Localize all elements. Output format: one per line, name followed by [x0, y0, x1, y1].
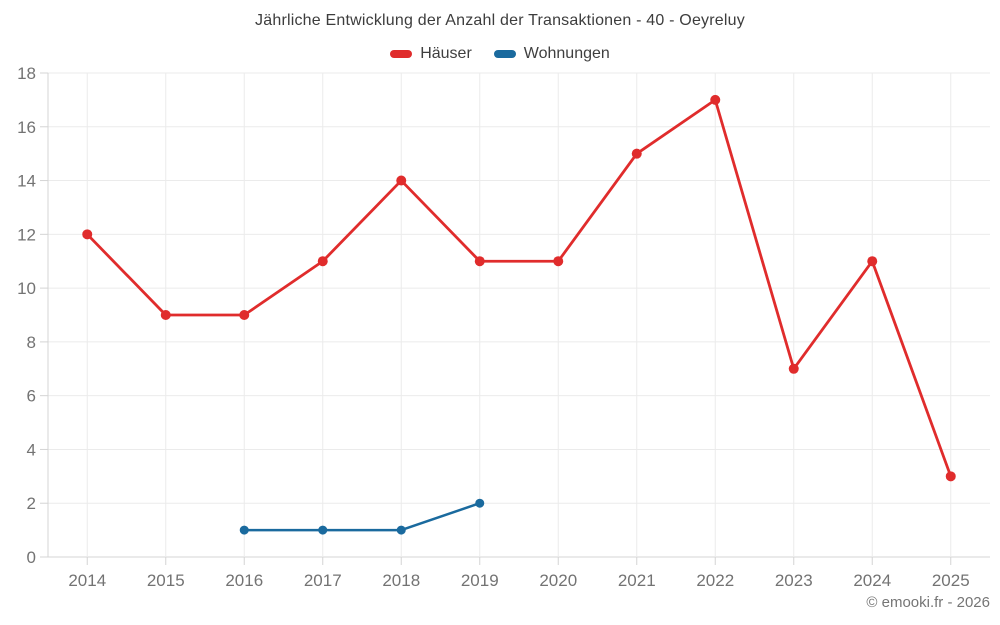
x-axis-labels: 2014 2015 2016 2017 2018 2019 2020 2021 2022 2023…	[68, 571, 969, 590]
legend-item-wohnungen[interactable]: Wohnungen	[493, 45, 610, 63]
series-wohnungen-point	[239, 525, 249, 535]
legend-label-hauser: Häuser	[420, 45, 472, 62]
y-tick-label: 16	[17, 118, 36, 137]
x-tick-label: 2014	[68, 571, 106, 590]
x-tick-label: 2019	[461, 571, 499, 590]
x-tick-label: 2021	[618, 571, 656, 590]
series-h-user	[82, 94, 956, 482]
x-tick-label: 2024	[853, 571, 891, 590]
series-h-user-point	[317, 256, 328, 267]
y-tick-label: 4	[27, 440, 36, 459]
x-tick-label: 2015	[147, 571, 185, 590]
y-tick-label: 2	[27, 494, 36, 513]
y-tick-label: 6	[27, 387, 36, 406]
series-h-user-point	[788, 363, 799, 374]
series-wohnungen-point	[475, 498, 485, 508]
y-tick-label: 10	[17, 279, 36, 298]
x-tick-label: 2020	[539, 571, 577, 590]
legend-label-wohnungen: Wohnungen	[523, 45, 610, 62]
y-axis-labels: 0 2 4 6 8 10 12 14 16 18	[17, 64, 36, 567]
series-h-user-point	[945, 471, 956, 482]
x-tick-label: 2018	[382, 571, 420, 590]
series-h-user-point	[710, 94, 721, 105]
wohnungen-swatch-icon	[493, 50, 516, 58]
series-h-user-point	[867, 256, 878, 267]
x-tick-label: 2016	[225, 571, 263, 590]
series-h-user-point	[396, 175, 407, 186]
series-h-user-point	[160, 310, 171, 320]
series-wohnungen-point	[396, 525, 406, 535]
y-tick-label: 0	[27, 548, 36, 567]
series-h-user-point	[82, 229, 93, 240]
y-tick-label: 18	[17, 64, 36, 83]
series-wohnungen-line	[243, 501, 481, 532]
hauser-swatch-icon	[390, 50, 413, 58]
series-h-user-point	[474, 256, 485, 267]
series-wohnungen-point	[318, 525, 328, 535]
copyright: © emooki.fr - 2026	[866, 594, 990, 611]
legend-item-hauser[interactable]: Häuser	[390, 45, 472, 63]
y-tick-label: 8	[27, 333, 36, 352]
chart-title: Jährliche Entwicklung der Anzahl der Tra…	[255, 12, 745, 29]
x-tick-label: 2022	[696, 571, 734, 590]
x-tick-label: 2023	[775, 571, 813, 590]
series-h-user-point	[553, 256, 564, 267]
series-h-user-line	[85, 98, 953, 478]
y-tick-label: 12	[17, 225, 36, 244]
series-h-user-point	[239, 310, 250, 320]
series-wohnungen	[239, 498, 485, 535]
y-tick-label: 14	[17, 172, 36, 191]
x-tick-label: 2017	[304, 571, 342, 590]
axes-ticks	[40, 72, 952, 565]
legend: Häuser Wohnungen	[0, 45, 1000, 63]
series-h-user-point	[631, 148, 642, 159]
x-tick-label: 2025	[932, 571, 970, 590]
